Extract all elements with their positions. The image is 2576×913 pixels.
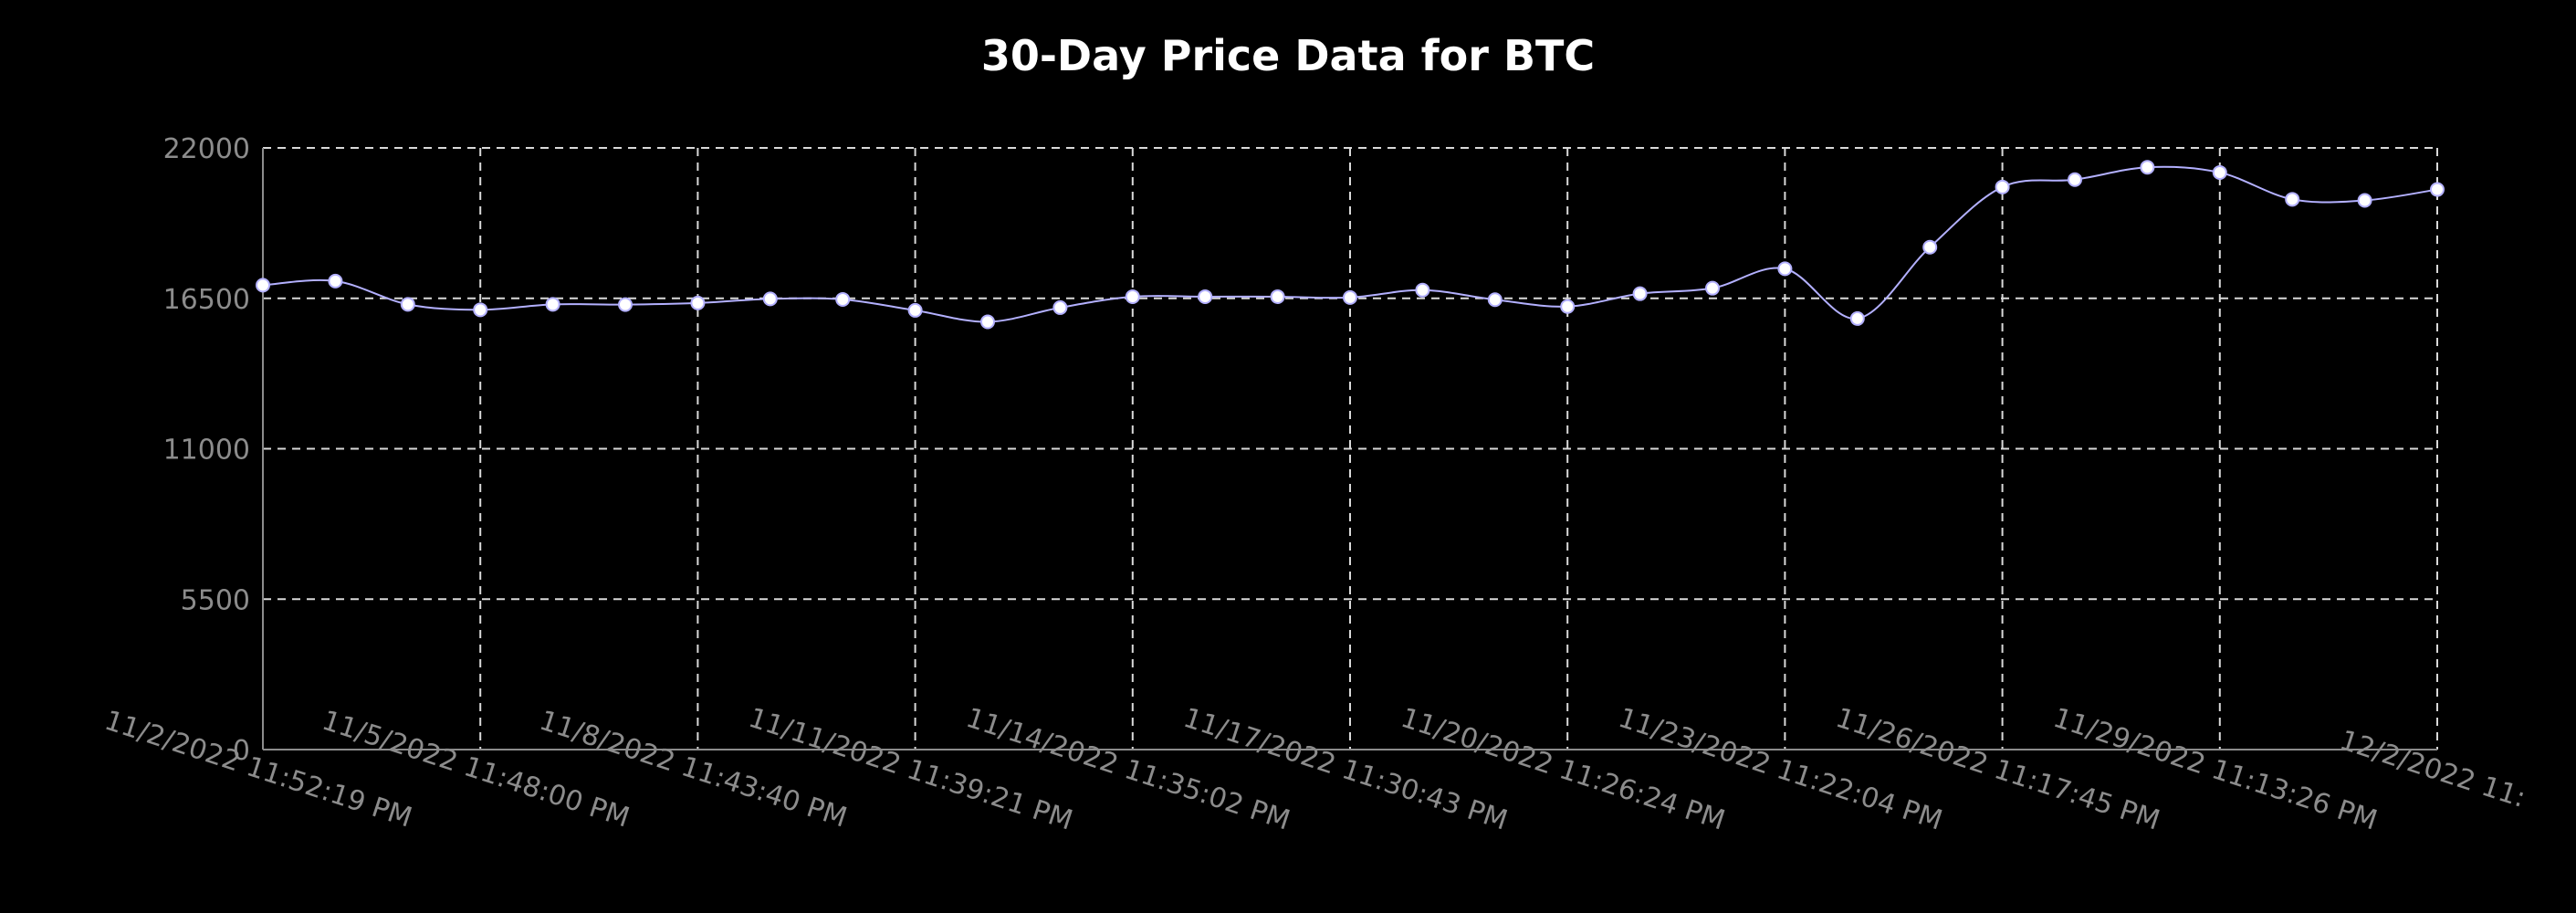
y-tick-label: 0 xyxy=(233,735,250,767)
y-tick-label: 5500 xyxy=(181,584,250,616)
data-points xyxy=(256,160,2445,330)
data-point xyxy=(1995,179,2010,194)
data-point xyxy=(1052,299,1068,315)
data-point xyxy=(1922,239,1938,255)
data-point xyxy=(907,302,923,318)
data-point xyxy=(1125,289,1140,304)
data-point xyxy=(1560,299,1576,314)
chart-title: 30-Day Price Data for BTC xyxy=(980,31,1596,80)
data-point xyxy=(1705,280,1720,296)
data-point xyxy=(256,278,270,293)
data-point xyxy=(980,314,995,330)
data-point xyxy=(1415,282,1430,298)
y-tick-label: 11000 xyxy=(163,435,250,467)
data-point xyxy=(762,291,778,307)
data-point xyxy=(473,302,488,318)
data-point xyxy=(690,295,706,310)
data-point xyxy=(400,297,415,312)
data-point xyxy=(1777,261,1793,277)
data-point xyxy=(835,291,851,307)
data-point xyxy=(2285,192,2300,207)
data-point xyxy=(2430,182,2445,197)
axis-layer xyxy=(262,148,2437,750)
data-point xyxy=(545,297,560,312)
data-point xyxy=(2357,193,2372,208)
data-point xyxy=(1849,310,1865,326)
data-point xyxy=(2068,172,2082,187)
data-point xyxy=(618,297,633,312)
data-point xyxy=(2140,160,2155,175)
data-point xyxy=(1270,289,1285,304)
data-point xyxy=(1198,289,1213,304)
y-axis-ticks: 0 5500 11000 16500 22000 xyxy=(163,133,250,767)
data-point xyxy=(2212,164,2227,180)
grid-layer xyxy=(263,147,2438,750)
data-point xyxy=(1632,286,1648,301)
y-tick-label: 16500 xyxy=(163,284,250,316)
data-point xyxy=(1343,289,1357,305)
data-point xyxy=(328,273,343,289)
data-point xyxy=(1487,292,1503,308)
y-tick-label: 22000 xyxy=(163,133,250,165)
